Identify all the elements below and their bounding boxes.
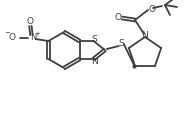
Text: +: + — [35, 31, 40, 37]
Text: O: O — [114, 13, 122, 23]
Text: N: N — [30, 34, 37, 42]
Text: N: N — [142, 30, 148, 40]
Text: N: N — [91, 57, 98, 65]
Text: O: O — [27, 17, 34, 25]
Text: O: O — [148, 4, 156, 13]
Text: S: S — [118, 40, 124, 48]
Text: S: S — [92, 36, 98, 44]
Text: O: O — [9, 34, 16, 42]
Text: −: − — [4, 30, 10, 36]
